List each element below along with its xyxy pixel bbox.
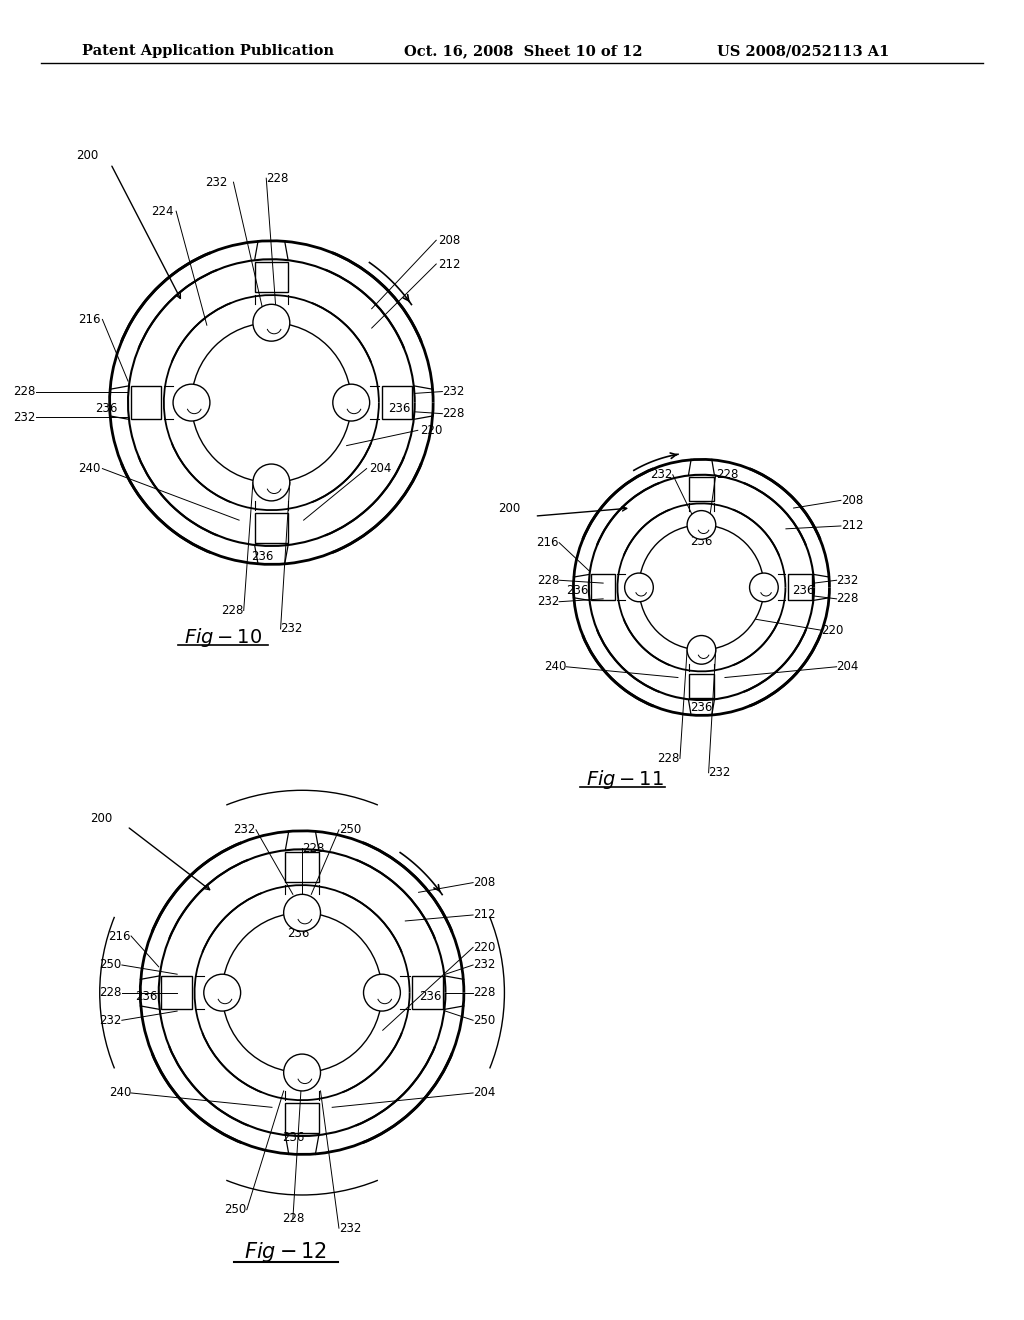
- Circle shape: [284, 1055, 321, 1090]
- Text: 228: 228: [282, 1213, 304, 1225]
- Text: 236: 236: [135, 990, 158, 1003]
- Text: 250: 250: [339, 824, 361, 837]
- Bar: [286, 851, 318, 883]
- Text: 212: 212: [438, 257, 461, 271]
- Text: 228: 228: [442, 407, 465, 420]
- Text: 216: 216: [78, 313, 100, 326]
- Bar: [413, 975, 442, 1010]
- Text: 236: 236: [287, 927, 309, 940]
- Text: 236: 236: [690, 535, 713, 548]
- Text: 204: 204: [369, 462, 391, 475]
- Text: 232: 232: [13, 411, 36, 424]
- Text: 200: 200: [498, 502, 520, 515]
- Text: 224: 224: [152, 205, 174, 218]
- Text: 232: 232: [233, 824, 256, 837]
- Text: Oct. 16, 2008  Sheet 10 of 12: Oct. 16, 2008 Sheet 10 of 12: [404, 44, 643, 58]
- Text: 232: 232: [837, 574, 859, 586]
- Text: Patent Application Publication: Patent Application Publication: [82, 44, 334, 58]
- Text: 228: 228: [13, 385, 36, 399]
- Text: 212: 212: [473, 908, 496, 921]
- Text: 236: 236: [95, 401, 118, 414]
- Text: 220: 220: [420, 424, 442, 437]
- Text: 208: 208: [473, 876, 496, 890]
- Circle shape: [364, 974, 400, 1011]
- Circle shape: [687, 511, 716, 540]
- Text: 228: 228: [302, 842, 325, 855]
- Bar: [255, 512, 288, 544]
- Text: 250: 250: [99, 958, 122, 972]
- Text: 220: 220: [821, 624, 844, 636]
- Text: 236: 236: [251, 549, 273, 562]
- Text: 236: 236: [419, 990, 441, 1003]
- Bar: [162, 975, 191, 1010]
- Text: 216: 216: [537, 536, 559, 549]
- Text: 232: 232: [442, 385, 465, 399]
- Text: 204: 204: [473, 1086, 496, 1100]
- Text: 208: 208: [438, 234, 461, 247]
- Text: $\mathit{Fig-10}$: $\mathit{Fig-10}$: [183, 626, 262, 648]
- Bar: [286, 1102, 318, 1134]
- Circle shape: [204, 974, 241, 1011]
- Text: 240: 240: [109, 1086, 131, 1100]
- Bar: [688, 673, 715, 698]
- Circle shape: [750, 573, 778, 602]
- Text: 232: 232: [99, 1014, 122, 1027]
- Text: 232: 232: [339, 1222, 361, 1234]
- Text: 232: 232: [709, 766, 731, 779]
- Text: 232: 232: [650, 469, 673, 482]
- Circle shape: [253, 465, 290, 500]
- Text: 216: 216: [109, 929, 131, 942]
- Text: 236: 236: [256, 323, 279, 337]
- Bar: [688, 477, 715, 502]
- Text: 232: 232: [205, 176, 227, 189]
- Text: 220: 220: [473, 941, 496, 954]
- Text: 228: 228: [266, 172, 289, 185]
- Text: 228: 228: [657, 752, 680, 764]
- Text: 228: 228: [716, 469, 738, 482]
- Circle shape: [284, 895, 321, 931]
- Text: 240: 240: [544, 660, 566, 673]
- Text: 236: 236: [388, 401, 411, 414]
- Text: 228: 228: [473, 986, 496, 999]
- Text: 236: 236: [793, 583, 815, 597]
- Text: 236: 236: [690, 701, 713, 714]
- Text: 232: 232: [281, 623, 303, 635]
- Text: 200: 200: [76, 149, 98, 162]
- Circle shape: [253, 305, 290, 341]
- Text: 236: 236: [566, 583, 589, 597]
- Text: 228: 228: [537, 574, 559, 586]
- Text: 204: 204: [837, 660, 859, 673]
- Text: 228: 228: [221, 605, 244, 616]
- Text: 228: 228: [837, 593, 859, 606]
- Circle shape: [173, 384, 210, 421]
- Text: 240: 240: [78, 462, 100, 475]
- Bar: [591, 574, 615, 601]
- Text: $\mathit{Fig-11}$: $\mathit{Fig-11}$: [586, 768, 664, 791]
- Circle shape: [625, 573, 653, 602]
- Text: 250: 250: [473, 1014, 496, 1027]
- Text: $\mathit{Fig-12}$: $\mathit{Fig-12}$: [245, 1239, 328, 1263]
- Text: 208: 208: [841, 494, 863, 507]
- Circle shape: [333, 384, 370, 421]
- Bar: [787, 574, 812, 601]
- Text: 232: 232: [537, 595, 559, 609]
- Text: 212: 212: [841, 520, 863, 532]
- Bar: [131, 385, 161, 420]
- Text: 232: 232: [473, 958, 496, 972]
- Bar: [382, 385, 412, 420]
- Text: 236: 236: [282, 1130, 304, 1143]
- Text: 200: 200: [90, 812, 113, 825]
- Text: 250: 250: [224, 1204, 247, 1216]
- Circle shape: [687, 635, 716, 664]
- Bar: [255, 261, 288, 293]
- Text: 228: 228: [99, 986, 122, 999]
- Text: US 2008/0252113 A1: US 2008/0252113 A1: [717, 44, 889, 58]
